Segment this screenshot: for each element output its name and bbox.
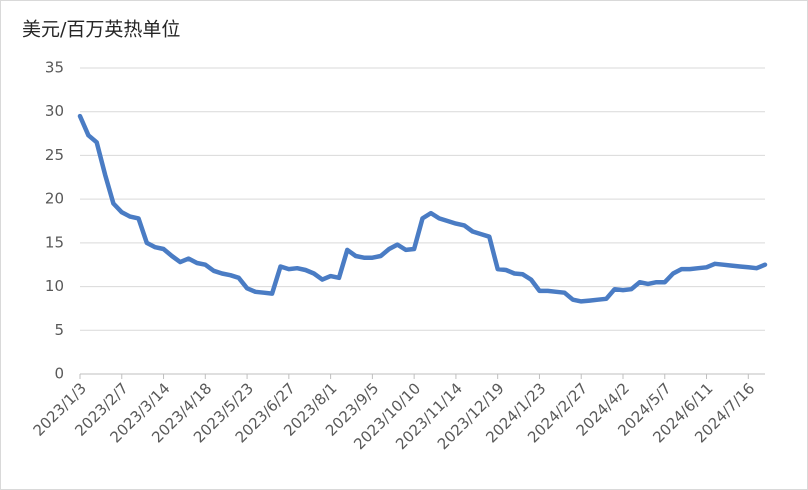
- y-tick-label: 10: [45, 277, 64, 295]
- y-tick-label: 35: [45, 59, 64, 77]
- chart-title: 美元/百万英热单位: [22, 19, 180, 41]
- y-tick-label: 0: [54, 365, 64, 383]
- y-tick-label: 20: [45, 190, 64, 208]
- data-line: [77, 113, 768, 304]
- y-tick-label: 25: [45, 146, 64, 164]
- y-tick-label: 5: [54, 321, 64, 339]
- y-tick-label: 30: [45, 102, 64, 120]
- y-tick-label: 15: [45, 233, 64, 251]
